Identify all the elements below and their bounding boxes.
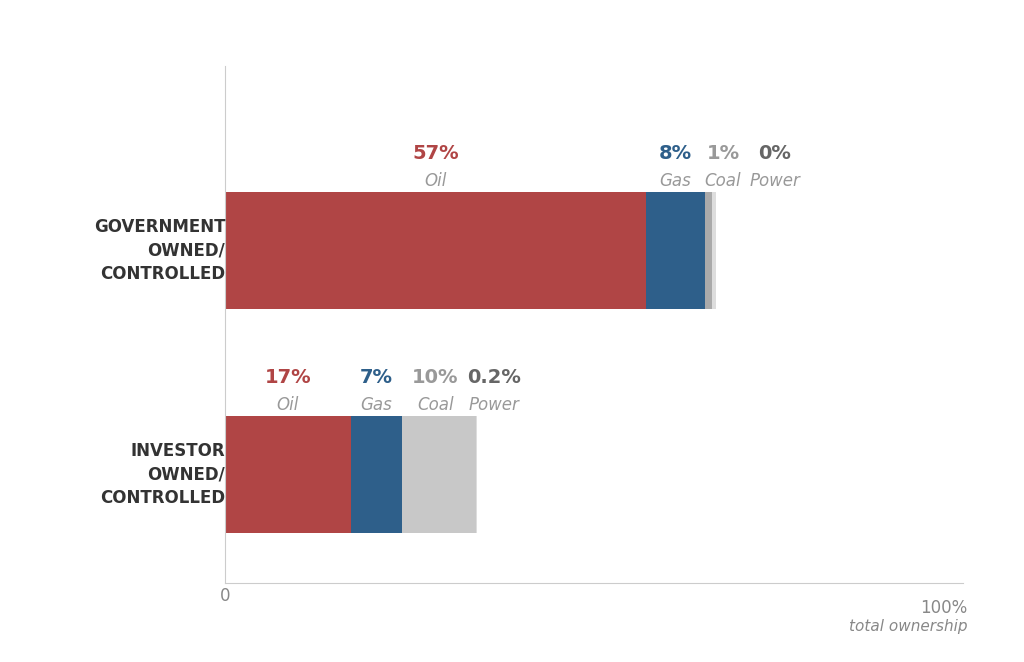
Text: Coal: Coal bbox=[705, 171, 741, 190]
Text: 17%: 17% bbox=[264, 368, 311, 387]
Text: Oil: Oil bbox=[424, 171, 446, 190]
Bar bbox=[705, 192, 712, 308]
Text: 10%: 10% bbox=[412, 368, 459, 387]
Text: 1%: 1% bbox=[707, 144, 739, 163]
Text: Power: Power bbox=[750, 171, 800, 190]
Text: 7%: 7% bbox=[359, 368, 393, 387]
Bar bbox=[402, 416, 476, 533]
Text: 8%: 8% bbox=[658, 144, 691, 163]
Bar bbox=[645, 192, 705, 308]
Text: Gas: Gas bbox=[659, 171, 691, 190]
Text: Gas: Gas bbox=[360, 396, 392, 414]
Bar bbox=[225, 192, 645, 308]
Text: GOVERNMENT
OWNED/
CONTROLLED: GOVERNMENT OWNED/ CONTROLLED bbox=[93, 218, 225, 283]
Bar bbox=[225, 416, 350, 533]
Text: INVESTOR
OWNED/
CONTROLLED: INVESTOR OWNED/ CONTROLLED bbox=[100, 442, 225, 507]
Bar bbox=[476, 416, 477, 533]
Bar bbox=[350, 416, 402, 533]
Text: 0%: 0% bbox=[758, 144, 791, 163]
Bar bbox=[712, 192, 716, 308]
Text: total ownership: total ownership bbox=[849, 619, 968, 634]
Text: 57%: 57% bbox=[412, 144, 459, 163]
Text: 0.2%: 0.2% bbox=[467, 368, 521, 387]
Text: 100%: 100% bbox=[921, 599, 968, 617]
Text: Coal: Coal bbox=[417, 396, 454, 414]
Text: Power: Power bbox=[469, 396, 520, 414]
Text: Oil: Oil bbox=[276, 396, 299, 414]
